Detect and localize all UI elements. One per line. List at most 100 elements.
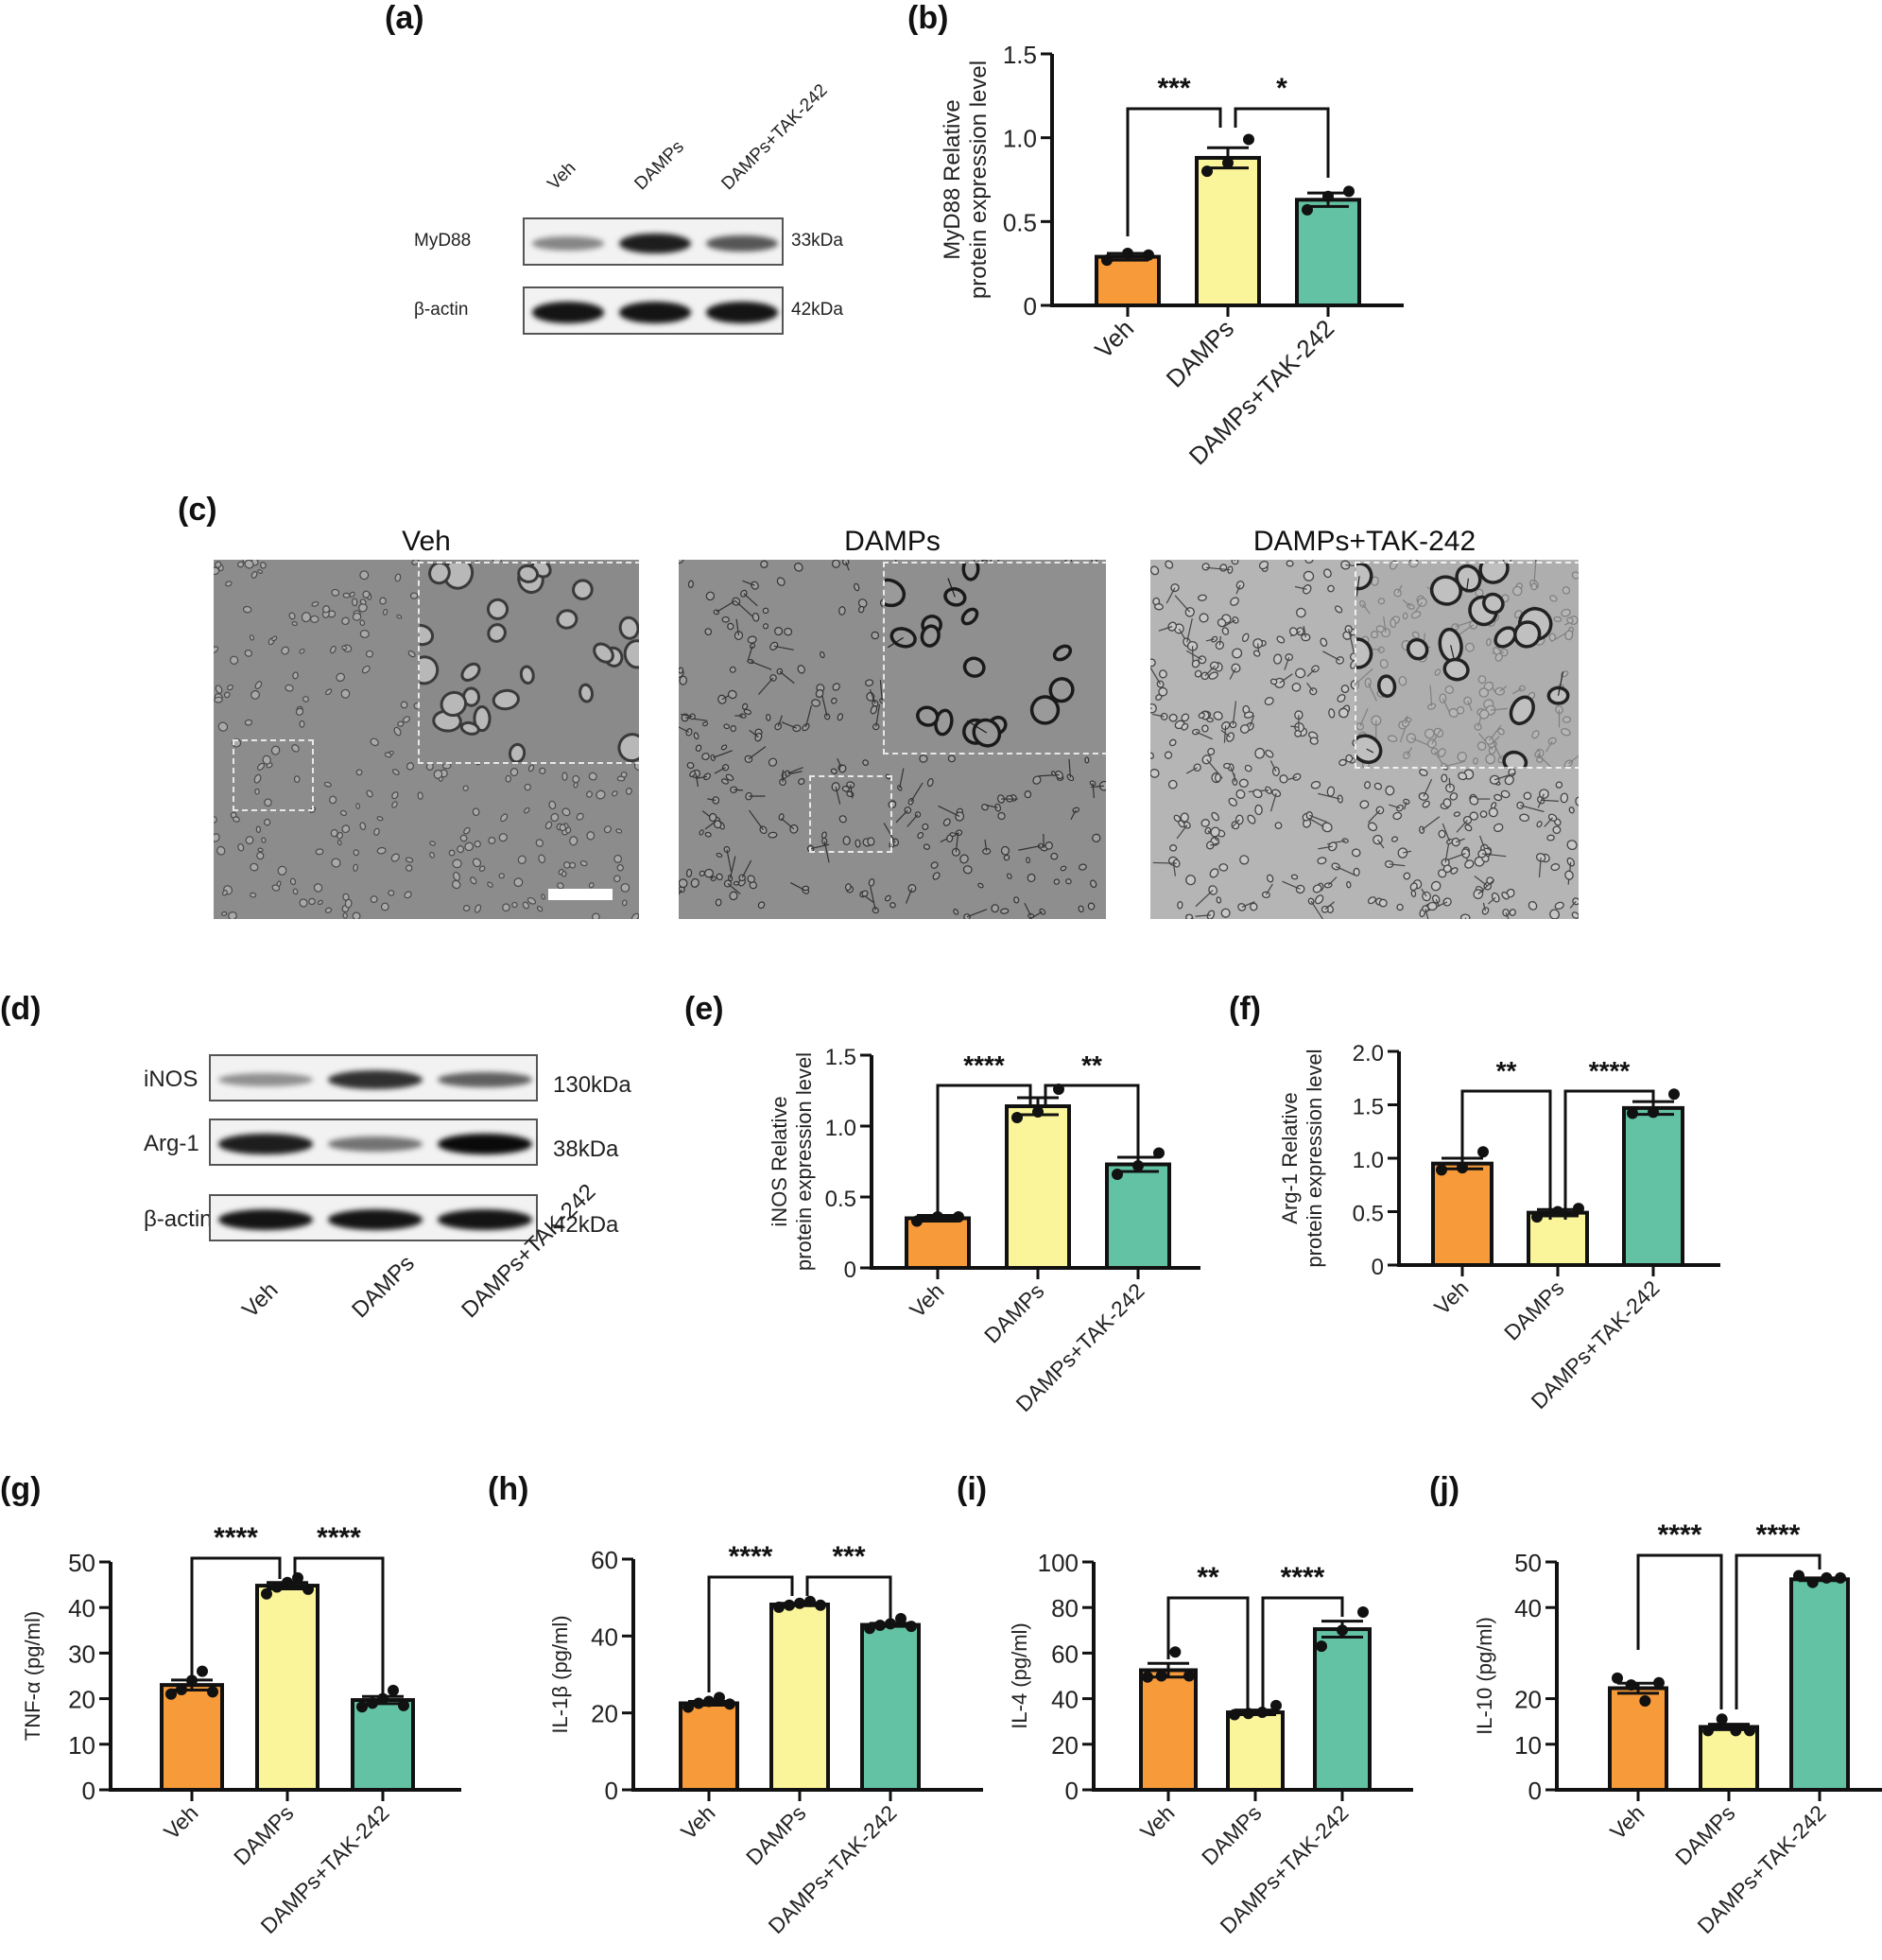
cell bbox=[359, 570, 370, 581]
cell-process bbox=[1537, 793, 1545, 808]
cell bbox=[1345, 754, 1354, 763]
data-point bbox=[682, 1701, 694, 1713]
cell bbox=[729, 666, 736, 673]
protein-band bbox=[438, 1071, 532, 1088]
cell-process bbox=[757, 677, 774, 696]
cell bbox=[947, 755, 956, 763]
cell bbox=[1079, 863, 1087, 871]
cell bbox=[1272, 653, 1283, 665]
cell bbox=[1346, 880, 1352, 889]
cell bbox=[337, 831, 343, 840]
cell bbox=[1464, 824, 1473, 832]
cell bbox=[867, 837, 875, 846]
cell bbox=[409, 592, 419, 599]
cell-process bbox=[1174, 595, 1191, 613]
y-tick-label: 1.0 bbox=[1353, 1148, 1384, 1173]
cell bbox=[720, 744, 728, 751]
y-tick-label: 40 bbox=[591, 1622, 618, 1651]
cell bbox=[751, 612, 760, 622]
significance-stars: *** bbox=[1157, 73, 1190, 104]
cell bbox=[1302, 584, 1312, 595]
cell bbox=[299, 720, 305, 728]
cell bbox=[1482, 592, 1505, 615]
cell bbox=[1334, 605, 1343, 614]
cell bbox=[872, 578, 906, 608]
cell bbox=[1390, 836, 1399, 842]
cell bbox=[1312, 884, 1322, 893]
cell-process bbox=[1185, 767, 1198, 774]
cell bbox=[832, 683, 840, 691]
x-tick-label: Veh bbox=[159, 1800, 202, 1844]
cell bbox=[953, 909, 959, 915]
cell bbox=[511, 901, 518, 909]
cell bbox=[727, 622, 734, 631]
cell bbox=[470, 876, 477, 885]
cell bbox=[228, 911, 237, 919]
cell-process bbox=[713, 750, 733, 759]
blot-lane-label: Veh bbox=[237, 1276, 284, 1324]
cell-process bbox=[1092, 783, 1096, 799]
cell bbox=[889, 627, 917, 649]
cell bbox=[250, 862, 259, 872]
y-axis-label: Arg-1 Relative bbox=[1278, 1092, 1302, 1223]
data-point bbox=[1132, 1160, 1144, 1171]
protein-band bbox=[532, 302, 604, 323]
data-point bbox=[794, 1597, 805, 1609]
cell bbox=[233, 816, 240, 823]
cell bbox=[802, 885, 810, 892]
cell bbox=[784, 627, 793, 636]
data-point bbox=[1343, 185, 1355, 198]
cell-process bbox=[1024, 903, 1032, 916]
cell-process bbox=[749, 729, 759, 738]
cell bbox=[1309, 737, 1319, 745]
micrograph-title-veh: Veh bbox=[402, 526, 451, 557]
cell bbox=[820, 650, 825, 659]
cell bbox=[1519, 813, 1530, 823]
bar-damps bbox=[1699, 1725, 1759, 1792]
y-tick-label: 0 bbox=[1528, 1777, 1542, 1805]
protein-band bbox=[328, 1136, 423, 1152]
cell bbox=[1301, 633, 1311, 642]
significance-bracket bbox=[1234, 107, 1330, 178]
cell-process bbox=[1324, 901, 1335, 911]
cell bbox=[429, 841, 436, 846]
cell bbox=[1488, 807, 1498, 818]
cell bbox=[1385, 785, 1395, 796]
cell bbox=[1000, 908, 1010, 914]
protein-band bbox=[218, 1134, 313, 1154]
cell bbox=[1167, 779, 1178, 789]
cell bbox=[1328, 708, 1336, 719]
cell bbox=[838, 815, 847, 824]
data-point bbox=[874, 1619, 886, 1631]
panel-label-j: (j) bbox=[1429, 1471, 1460, 1507]
cell-process bbox=[727, 883, 741, 895]
cell bbox=[831, 560, 840, 568]
cell-process bbox=[1569, 900, 1577, 909]
cell-process bbox=[1322, 650, 1340, 661]
cell bbox=[1516, 801, 1525, 809]
cell bbox=[462, 785, 469, 791]
cell-process bbox=[869, 688, 876, 704]
panel-label-b: (b) bbox=[907, 0, 949, 36]
cell bbox=[500, 813, 509, 823]
cell bbox=[962, 865, 973, 875]
cell-process bbox=[1186, 617, 1193, 643]
data-point bbox=[1243, 133, 1254, 146]
cell bbox=[407, 650, 416, 658]
blot-membrane--actin bbox=[209, 1194, 538, 1241]
data-point bbox=[1229, 1708, 1240, 1721]
cell bbox=[353, 863, 358, 872]
cell bbox=[862, 759, 870, 767]
cell bbox=[1078, 905, 1084, 913]
cell-process bbox=[910, 782, 924, 803]
data-point bbox=[1322, 190, 1334, 202]
cell bbox=[315, 848, 324, 856]
y-tick-label: 60 bbox=[1051, 1639, 1079, 1668]
cell-process bbox=[1205, 638, 1215, 642]
data-point bbox=[1155, 1670, 1167, 1682]
cell bbox=[397, 720, 405, 727]
data-point bbox=[1270, 1699, 1282, 1711]
cell bbox=[838, 764, 847, 773]
cell bbox=[760, 560, 768, 568]
